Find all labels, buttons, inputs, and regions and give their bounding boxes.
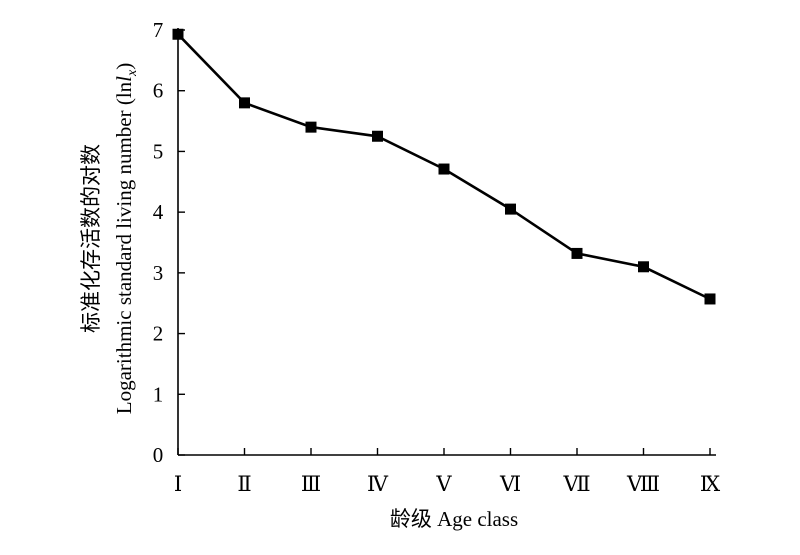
- y-tick-label: 1: [153, 382, 164, 406]
- x-tick-label: Ⅱ: [237, 472, 251, 496]
- data-point: [571, 247, 583, 259]
- y-tick-label: 0: [153, 443, 164, 467]
- x-tick-label: Ⅸ: [700, 472, 721, 496]
- axes: [177, 28, 716, 456]
- data-point: [704, 293, 716, 305]
- x-tick-label: Ⅵ: [499, 472, 521, 496]
- y-tick-label: 4: [153, 200, 164, 224]
- y-ticks: 0 1 2 3 4 5 6 7: [153, 18, 185, 467]
- x-tick-label: Ⅳ: [367, 472, 389, 496]
- x-tick-label: Ⅷ: [626, 472, 660, 496]
- data-point: [239, 97, 250, 109]
- data-point: [505, 203, 516, 215]
- y-tick-label: 5: [153, 139, 164, 163]
- y-axis-title-cn: 标准化存活数的对数: [79, 144, 103, 333]
- x-tick-label: Ⅴ: [435, 472, 452, 496]
- data-point: [438, 163, 450, 175]
- x-tick-label: Ⅲ: [301, 472, 321, 496]
- series: [172, 28, 716, 305]
- data-point: [638, 261, 649, 273]
- x-ticks: Ⅰ Ⅱ Ⅲ Ⅳ Ⅴ Ⅵ Ⅶ Ⅷ Ⅸ: [174, 448, 721, 496]
- y-axis-title-en: Logarithmic standard living number (lnlx…: [112, 63, 140, 414]
- y-tick-label: 2: [153, 322, 164, 346]
- y-tick-label: 7: [153, 18, 164, 42]
- y-axis-title: 标准化存活数的对数 Logarithmic standard living nu…: [79, 63, 140, 414]
- data-point: [372, 130, 383, 142]
- x-tick-label: Ⅰ: [174, 472, 182, 496]
- x-tick-label: Ⅶ: [562, 472, 590, 496]
- y-tick-label: 6: [153, 79, 164, 103]
- data-point: [172, 28, 184, 40]
- x-axis-title: 龄级 Age class: [390, 507, 518, 531]
- y-tick-label: 3: [153, 261, 164, 285]
- data-point: [305, 121, 317, 133]
